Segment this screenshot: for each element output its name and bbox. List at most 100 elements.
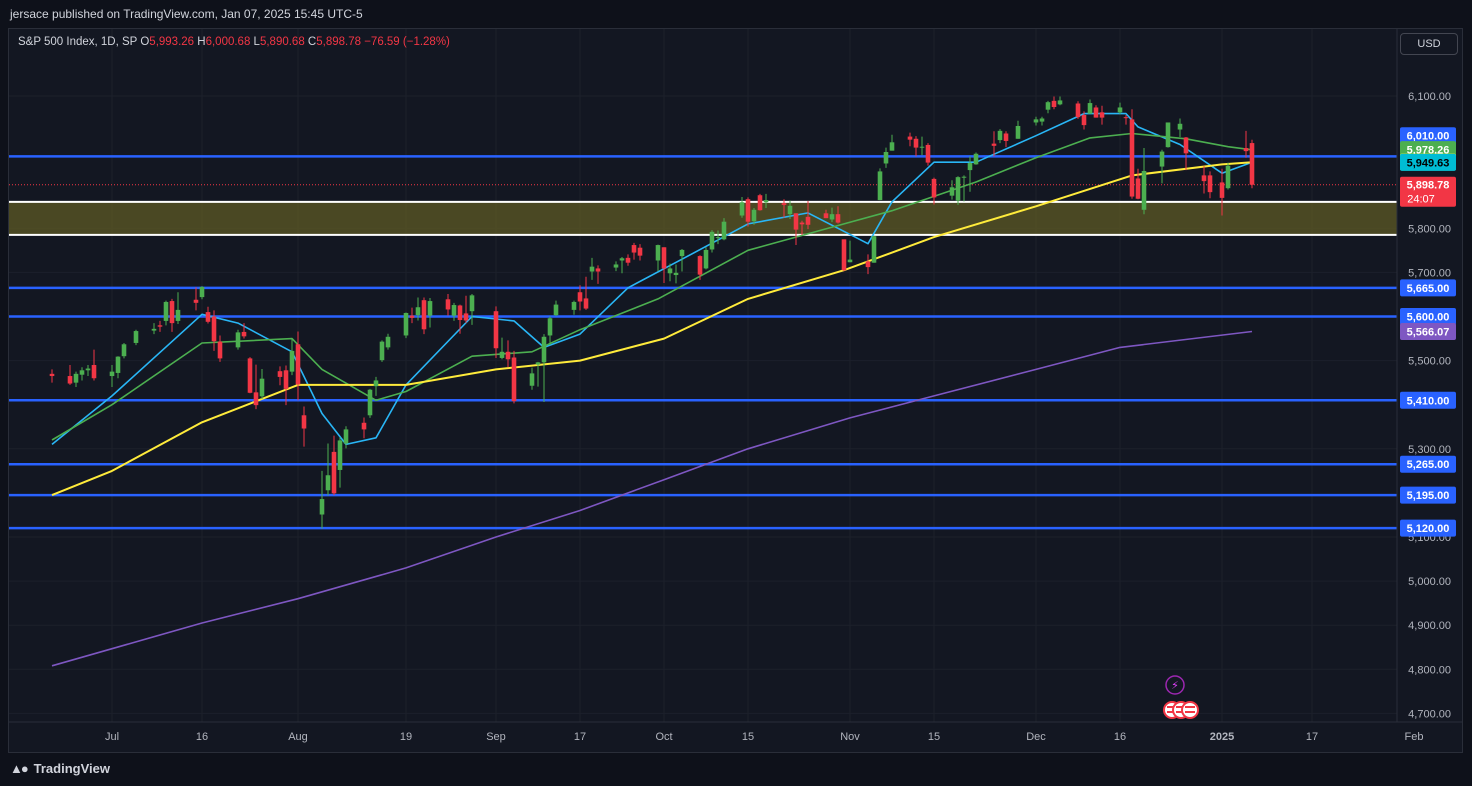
candle-body (85, 368, 91, 371)
candle-31 (325, 443, 331, 496)
candle-body (757, 195, 763, 211)
candle-body (1051, 100, 1057, 108)
candle-13 (169, 298, 175, 332)
level-tag-2-text: 5,600.00 (1407, 312, 1450, 324)
candle-body (595, 268, 601, 272)
candle-body (463, 313, 469, 321)
candle-123 (1117, 102, 1123, 115)
candle-56 (541, 334, 547, 403)
candle-122 (1099, 105, 1105, 125)
candle-34 (343, 426, 349, 449)
candle-35 (361, 417, 367, 439)
candle-body (421, 300, 427, 330)
candle-body (829, 214, 835, 220)
candle-5 (91, 349, 97, 381)
countdown-text: 24:07 (1407, 194, 1435, 206)
ma-line-ema_fast (51, 112, 1253, 446)
level-tag-extra-0-bg (1400, 127, 1456, 145)
tradingview-logo[interactable]: ▲● TradingView (10, 761, 110, 776)
candle-99 (907, 132, 913, 147)
us-flag-event-icon-2 (1181, 701, 1199, 719)
y-tick-label-0: 6,100.00 (1408, 91, 1451, 103)
candle-body (469, 295, 475, 312)
candle-29 (301, 406, 307, 447)
candle-body (1117, 107, 1123, 113)
candle-body (301, 415, 307, 429)
candle-88 (805, 200, 811, 230)
candle-body (535, 362, 541, 365)
ma-tag-3-text: 5,566.07 (1407, 326, 1450, 338)
candle-65 (619, 256, 625, 274)
candle-44 (427, 297, 433, 328)
candle-body (115, 356, 121, 373)
level-tag-1-bg (1400, 279, 1456, 297)
level-tag-extra-0-text: 6,010.00 (1407, 131, 1450, 143)
y-tick-label-4: 5,300.00 (1408, 444, 1451, 456)
candle-body (889, 142, 895, 151)
candle-84 (781, 199, 787, 218)
open-label: O (140, 36, 150, 48)
candle-body (67, 376, 73, 384)
candle-64 (613, 261, 619, 272)
candle-body (583, 298, 589, 309)
candle-body (499, 351, 505, 358)
candle-9 (133, 329, 139, 346)
candle-body (277, 371, 283, 377)
candle-48 (463, 295, 469, 324)
candle-body (697, 256, 703, 275)
us-flag-stripe-2 (1185, 706, 1195, 708)
us-flag-stripe-b-0 (1167, 711, 1177, 713)
candle-124 (1123, 114, 1129, 125)
candle-6 (109, 365, 115, 388)
candle-body (109, 371, 115, 377)
candle-body (457, 305, 463, 321)
level-tag-4-bg (1400, 455, 1456, 473)
level-tag-extra-0: 6,010.00 (1400, 127, 1456, 145)
candle-118 (1075, 101, 1081, 119)
candle-108 (973, 152, 979, 165)
candle-body (235, 332, 241, 348)
candle-body (613, 264, 619, 268)
candle-body (91, 365, 97, 379)
ma-tag-3: 5,566.07 (1400, 322, 1456, 340)
candle-59 (571, 300, 577, 315)
candle-15 (193, 287, 199, 311)
candle-132 (1201, 166, 1207, 194)
last-price-tag-bg (1400, 176, 1456, 207)
candle-body (955, 177, 961, 201)
candle-body (295, 344, 301, 385)
candle-body (1207, 175, 1213, 193)
support-zone (9, 201, 1397, 235)
candle-93 (847, 240, 853, 263)
candle-81 (751, 208, 757, 225)
candle-body (193, 299, 199, 303)
x-tick-label-14: Feb (1405, 731, 1424, 743)
candle-body (493, 311, 499, 349)
candle-98 (889, 134, 895, 151)
candle-body (577, 292, 583, 302)
ma-tag-2-bg (1400, 153, 1456, 171)
ma-line-ema_slow (51, 161, 1253, 497)
candle-120 (1087, 99, 1093, 114)
earnings-event-icon (1165, 675, 1185, 695)
candle-body (1081, 114, 1087, 126)
candle-body (751, 209, 757, 222)
candle-body (73, 373, 79, 383)
candle-14 (175, 292, 181, 324)
candle-body (721, 221, 727, 240)
currency-button[interactable]: USD (1400, 33, 1458, 55)
candle-16 (199, 286, 205, 300)
level-tag-5: 5,195.00 (1400, 486, 1456, 504)
candle-41 (409, 307, 415, 324)
candle-body (289, 350, 295, 372)
y-tick-label-9: 4,700.00 (1408, 708, 1451, 720)
candle-72 (673, 264, 679, 284)
candle-body (1243, 148, 1249, 152)
candle-85 (787, 200, 793, 220)
level-tag-4: 5,265.00 (1400, 455, 1456, 473)
candle-87 (799, 220, 805, 235)
candle-body (949, 187, 955, 196)
candle-110 (997, 129, 1003, 144)
candle-body (673, 272, 679, 276)
